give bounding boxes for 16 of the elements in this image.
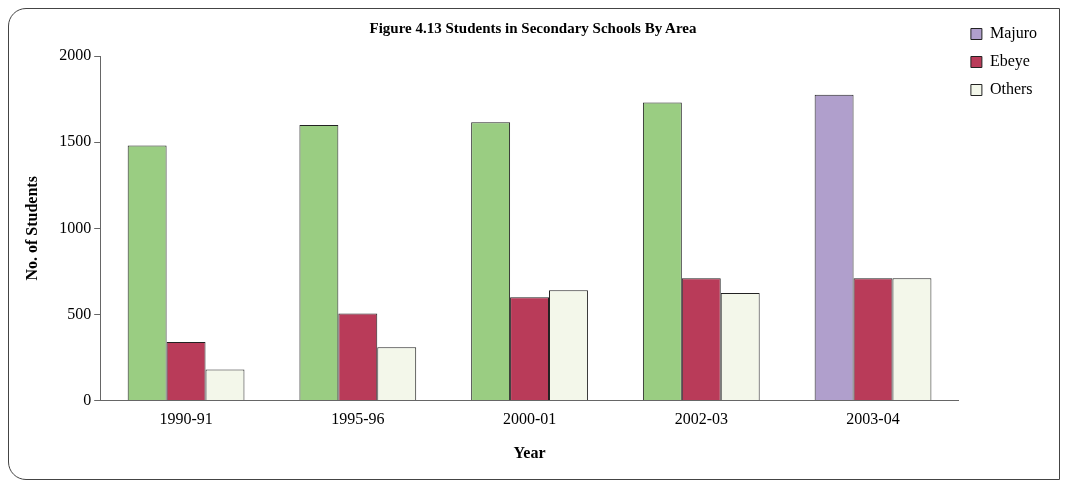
x-tick-label: 2000-01: [502, 410, 557, 428]
x-axis-title: Year: [513, 443, 546, 461]
y-axis-title: No. of Students: [22, 176, 40, 281]
x-tick-label: 1995-96: [331, 410, 385, 428]
legend-label: Ebeye: [989, 52, 1030, 71]
y-tick-label: 1500: [59, 132, 92, 150]
y-tick-label: 1000: [59, 218, 92, 236]
y-tick-label: 0: [83, 390, 92, 408]
y-tick-label: 500: [67, 304, 92, 322]
x-tick-label: 2002-03: [674, 410, 728, 428]
legend-label: Majuro: [989, 24, 1038, 43]
y-tick-label: 2000: [59, 46, 92, 64]
chart-title: Figure 4.13 Students in Secondary Schools By Area: [369, 19, 697, 36]
legend-label: Others: [989, 80, 1033, 98]
x-tick-label: 2003-04: [846, 410, 900, 428]
x-tick-label: 1990-91: [159, 410, 213, 428]
